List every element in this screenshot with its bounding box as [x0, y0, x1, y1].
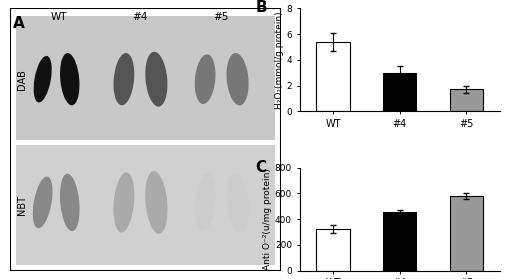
Ellipse shape: [33, 177, 52, 228]
Y-axis label: H₂O₂(mmol/g protein): H₂O₂(mmol/g protein): [274, 11, 283, 109]
Ellipse shape: [226, 172, 248, 232]
Bar: [449, 196, 482, 271]
Bar: [316, 229, 349, 271]
Bar: [316, 42, 349, 111]
Ellipse shape: [226, 53, 248, 105]
Text: #5: #5: [213, 12, 229, 22]
Ellipse shape: [34, 56, 51, 102]
Text: #4: #4: [132, 12, 148, 22]
Ellipse shape: [145, 52, 167, 107]
Ellipse shape: [194, 174, 215, 231]
Ellipse shape: [114, 53, 134, 105]
FancyBboxPatch shape: [16, 16, 275, 140]
Y-axis label: Anti O⁻²(u/mg protein): Anti O⁻²(u/mg protein): [263, 168, 271, 270]
Text: WT: WT: [50, 12, 67, 22]
Bar: [382, 73, 416, 111]
Bar: [382, 212, 416, 271]
Bar: [449, 89, 482, 111]
Ellipse shape: [145, 171, 167, 234]
Ellipse shape: [194, 54, 215, 104]
Ellipse shape: [60, 53, 79, 105]
Text: NBT: NBT: [17, 195, 27, 215]
Text: C: C: [255, 160, 266, 175]
Ellipse shape: [113, 172, 134, 232]
FancyBboxPatch shape: [16, 145, 275, 265]
Text: A: A: [13, 16, 24, 31]
Ellipse shape: [60, 174, 79, 231]
FancyBboxPatch shape: [10, 8, 280, 271]
Text: B: B: [255, 0, 267, 15]
Text: DAB: DAB: [17, 69, 27, 90]
